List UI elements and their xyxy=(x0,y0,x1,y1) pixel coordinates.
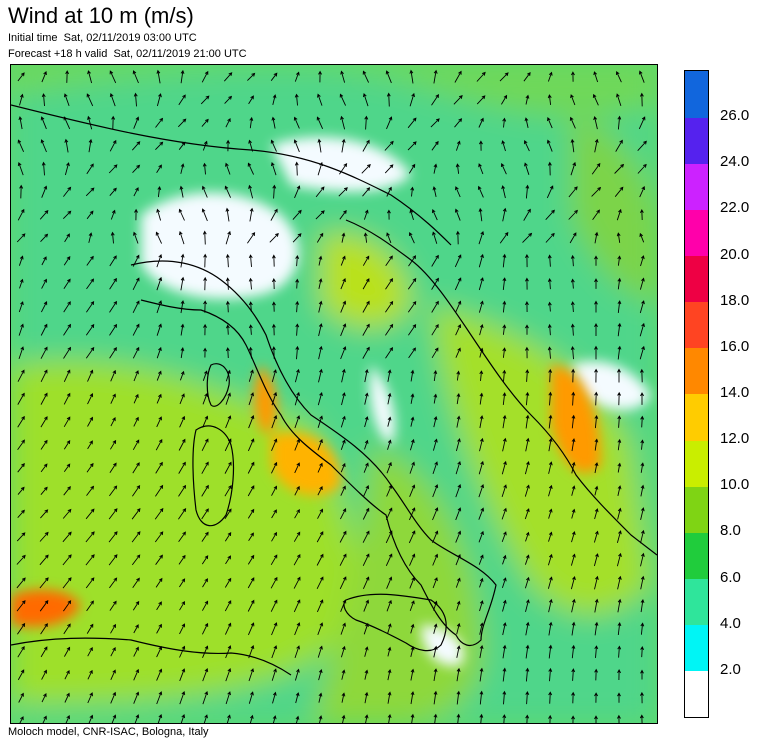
colorbar-tick-label: 24.0 xyxy=(720,153,750,171)
colorbar-tick-label: 26.0 xyxy=(720,107,750,125)
wind-arrow-grid xyxy=(16,69,647,723)
forecast-valid-label: Forecast +18 h valid Sat, 02/11/2019 21:… xyxy=(8,48,247,60)
colorbar-tick-label: 16.0 xyxy=(720,337,750,355)
colorbar-segment xyxy=(685,71,708,118)
colorbar-segment xyxy=(685,301,708,349)
model-credit: Moloch model, CNR-ISAC, Bologna, Italy xyxy=(8,726,209,738)
land-outline xyxy=(11,104,657,676)
colorbar-tick-label: 4.0 xyxy=(720,614,741,632)
colorbar-segment xyxy=(685,624,708,672)
calm-areas xyxy=(141,136,651,666)
colorbar-segment xyxy=(685,255,708,303)
map-title: Wind at 10 m (m/s) xyxy=(8,3,194,28)
colorbar-tick-label: 12.0 xyxy=(720,430,750,448)
colorbar-tick-label: 22.0 xyxy=(720,199,750,217)
colorbar-segment xyxy=(685,578,708,626)
colorbar-segment xyxy=(685,670,708,718)
colorbar-segment xyxy=(685,440,708,487)
colorbar-segment xyxy=(685,532,708,580)
colorbar-segment xyxy=(685,394,708,441)
colorbar xyxy=(684,70,709,718)
wind-vectors xyxy=(16,69,647,723)
colorbar-segment xyxy=(685,209,708,257)
wind-map xyxy=(10,64,658,724)
colorbar-segment xyxy=(685,117,708,164)
colorbar-segment xyxy=(685,163,708,210)
colorbar-tick-label: 2.0 xyxy=(720,660,741,678)
colorbar-tick-label: 18.0 xyxy=(720,291,750,309)
colorbar-tick-label: 10.0 xyxy=(720,476,750,494)
initial-time-label: Initial time Sat, 02/11/2019 03:00 UTC xyxy=(8,32,197,44)
colorbar-tick-label: 14.0 xyxy=(720,384,750,401)
colorbar-tick-label: 8.0 xyxy=(720,522,741,540)
colorbar-tick-label: 6.0 xyxy=(720,568,741,586)
colorbar-segment xyxy=(685,486,708,533)
strong-wind-areas xyxy=(11,365,601,627)
colorbar-segment xyxy=(685,347,708,395)
colorbar-tick-label: 20.0 xyxy=(720,245,750,263)
